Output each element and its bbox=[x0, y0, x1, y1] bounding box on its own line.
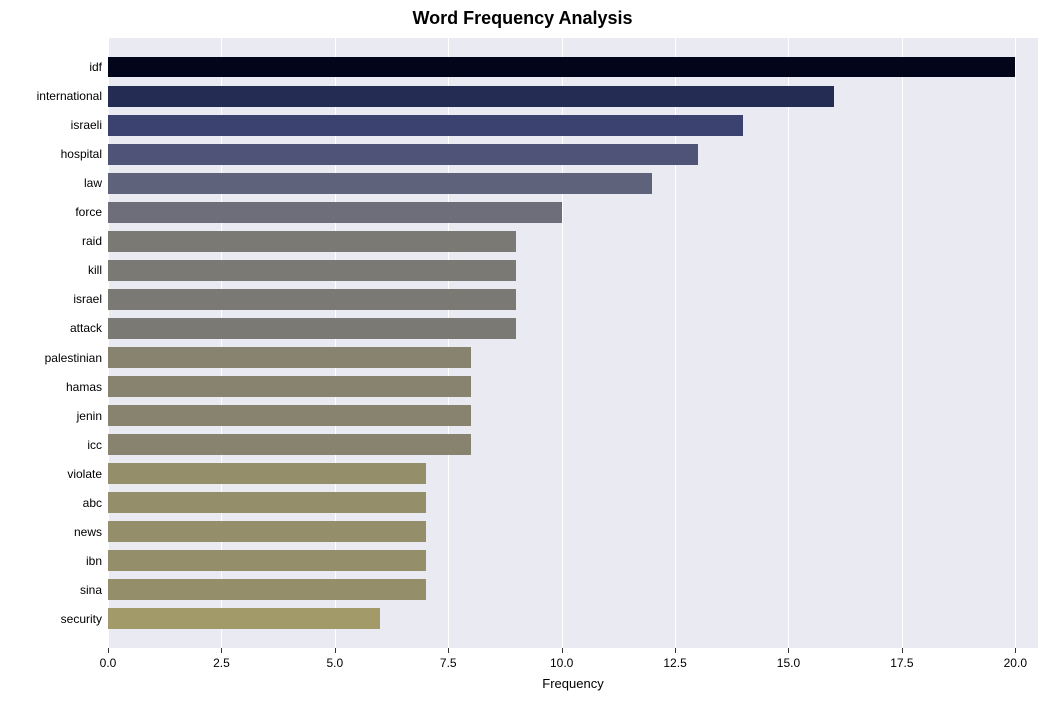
bar bbox=[108, 173, 652, 194]
bar bbox=[108, 202, 562, 223]
bar bbox=[108, 115, 743, 136]
x-tick-label: 20.0 bbox=[1004, 656, 1027, 670]
x-tick-label: 15.0 bbox=[777, 656, 800, 670]
bar bbox=[108, 57, 1015, 78]
y-labels: idf international israeli hospital law force r… bbox=[0, 38, 108, 648]
bar bbox=[108, 608, 380, 629]
y-tick-label: palestinian bbox=[45, 351, 102, 365]
y-tick-label: idf bbox=[89, 60, 102, 74]
x-axis-title: Frequency bbox=[542, 676, 603, 691]
x-tick-label: 12.5 bbox=[663, 656, 686, 670]
y-tick-label: sina bbox=[80, 583, 102, 597]
x-tick-label: 10.0 bbox=[550, 656, 573, 670]
y-tick-label: force bbox=[75, 205, 102, 219]
bar bbox=[108, 144, 698, 165]
x-gridline bbox=[788, 38, 789, 648]
x-tick-mark bbox=[902, 648, 903, 653]
y-tick-label: hospital bbox=[61, 147, 102, 161]
bar bbox=[108, 376, 471, 397]
x-tick-mark bbox=[788, 648, 789, 653]
y-tick-label: hamas bbox=[66, 380, 102, 394]
bar bbox=[108, 347, 471, 368]
y-tick-label: icc bbox=[87, 438, 102, 452]
x-tick-label: 17.5 bbox=[890, 656, 913, 670]
bar bbox=[108, 86, 834, 107]
y-tick-label: abc bbox=[83, 496, 102, 510]
bar bbox=[108, 579, 426, 600]
x-tick-mark bbox=[1015, 648, 1016, 653]
y-tick-label: news bbox=[74, 525, 102, 539]
x-tick-label: 5.0 bbox=[326, 656, 343, 670]
x-tick-label: 2.5 bbox=[213, 656, 230, 670]
bar bbox=[108, 405, 471, 426]
bar bbox=[108, 289, 516, 310]
chart-container: Word Frequency Analysis 0.0 2.5 5.0 7.5 10.0… bbox=[0, 0, 1045, 701]
y-tick-label: jenin bbox=[77, 409, 102, 423]
y-tick-label: israel bbox=[73, 292, 102, 306]
x-gridline bbox=[1015, 38, 1016, 648]
y-tick-label: international bbox=[37, 89, 102, 103]
bar bbox=[108, 318, 516, 339]
bar bbox=[108, 550, 426, 571]
bar bbox=[108, 463, 426, 484]
x-tick-mark bbox=[221, 648, 222, 653]
y-tick-label: violate bbox=[67, 467, 102, 481]
y-tick-label: attack bbox=[70, 321, 102, 335]
y-tick-label: israeli bbox=[71, 118, 102, 132]
bar bbox=[108, 492, 426, 513]
x-tick-mark bbox=[448, 648, 449, 653]
x-tick-label: 0.0 bbox=[100, 656, 117, 670]
bar bbox=[108, 434, 471, 455]
x-tick-label: 7.5 bbox=[440, 656, 457, 670]
y-tick-label: law bbox=[84, 176, 102, 190]
chart-title: Word Frequency Analysis bbox=[0, 8, 1045, 29]
y-tick-label: security bbox=[61, 612, 102, 626]
bar bbox=[108, 521, 426, 542]
y-tick-label: ibn bbox=[86, 554, 102, 568]
x-tick-mark bbox=[562, 648, 563, 653]
x-tick-mark bbox=[108, 648, 109, 653]
bar bbox=[108, 231, 516, 252]
x-tick-mark bbox=[675, 648, 676, 653]
x-gridline bbox=[902, 38, 903, 648]
y-tick-label: raid bbox=[82, 234, 102, 248]
y-tick-label: kill bbox=[88, 263, 102, 277]
plot-area bbox=[108, 38, 1038, 648]
bar bbox=[108, 260, 516, 281]
x-tick-mark bbox=[335, 648, 336, 653]
